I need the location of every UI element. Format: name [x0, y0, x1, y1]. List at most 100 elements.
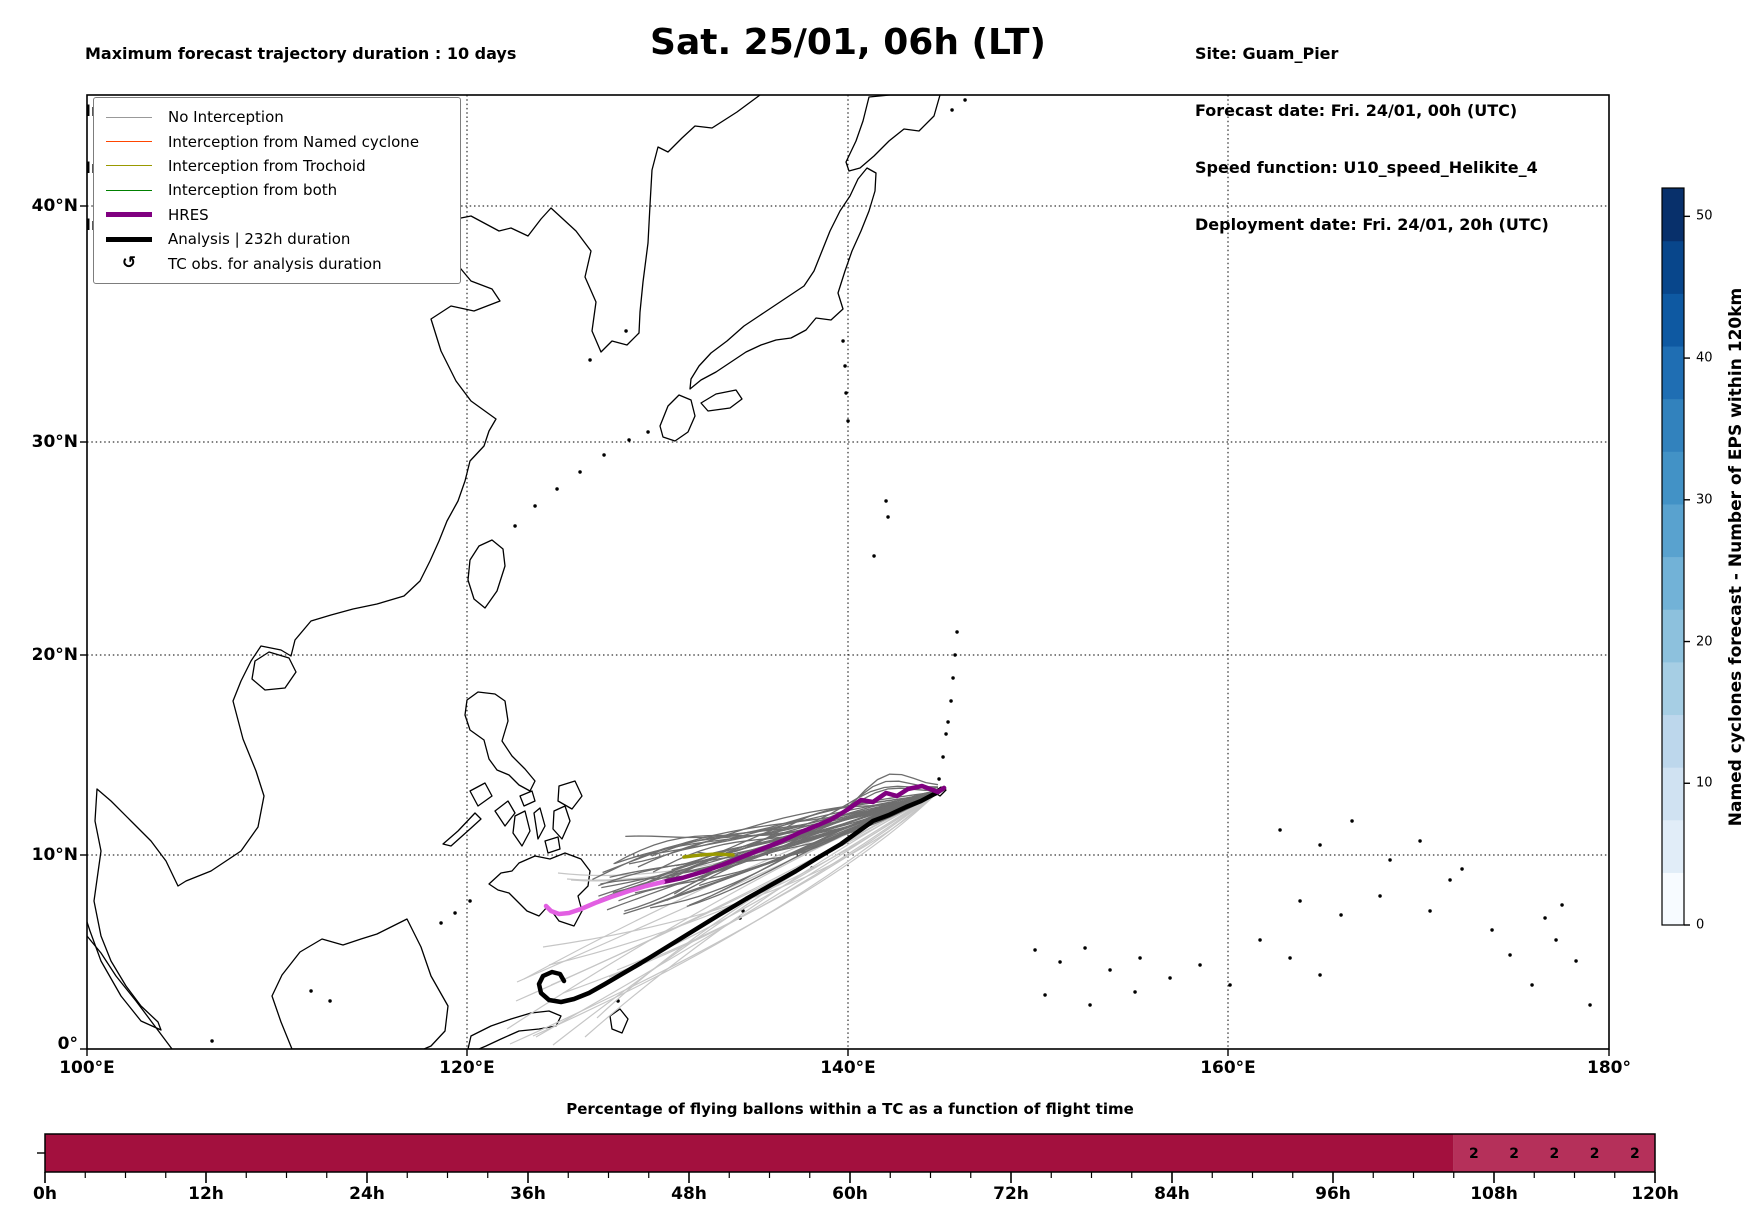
coastline-mindoro: [469, 782, 493, 807]
colorbar-step: [1662, 345, 1684, 400]
legend-item-hres: HRES: [106, 203, 450, 227]
colorbar-step: [1662, 661, 1684, 716]
x-tick-160e: 160°E: [1200, 1058, 1256, 1078]
coastline-hainan: [251, 651, 297, 691]
coastline-hokkaido: [845, 95, 941, 172]
bar-tick-36h: 36h: [510, 1184, 546, 1204]
colorbar-step: [1662, 503, 1684, 558]
bar-bin-value-label: 2: [1550, 1146, 1560, 1162]
x-tick-180: 180°: [1587, 1058, 1631, 1078]
bar-tick-24h: 24h: [349, 1184, 385, 1204]
purple-line-swatch: [106, 212, 152, 218]
cb-tick-40: 40: [1696, 350, 1713, 366]
y-tick-0: 0°: [57, 1034, 78, 1054]
bar-tick-120h: 120h: [1631, 1184, 1679, 1204]
y-tick-30n: 30°N: [31, 432, 78, 452]
colorbar-step: [1662, 609, 1684, 663]
coastline-negros: [512, 810, 531, 847]
map-axis-ticks: [80, 205, 1610, 1056]
bar-bin-value-label: 2: [1590, 1146, 1600, 1162]
colorbar-step: [1662, 872, 1684, 926]
trajectory-analysis: [536, 785, 947, 1005]
cb-tick-10: 10: [1696, 775, 1713, 791]
black-line-swatch: [106, 236, 152, 242]
colorbar-step: [1662, 240, 1684, 294]
bar-tick-48h: 48h: [671, 1184, 707, 1204]
cb-tick-50: 50: [1696, 208, 1713, 224]
trajectory-hres-intercept: [543, 879, 666, 917]
trajectory-trochoid-intercept: [682, 852, 735, 859]
coastline-bohol: [544, 836, 561, 854]
colorbar-frame: [1661, 187, 1685, 926]
bar-bin-value-label: 2: [1469, 1146, 1479, 1162]
colorbar: [1661, 187, 1690, 926]
coastline-palawan: [442, 812, 482, 847]
eps-ensemble-trajectories: [592, 773, 939, 915]
eps-ensemble-no-interception: [506, 791, 939, 1046]
bar-segment-main: [45, 1134, 1454, 1172]
colorbar-step: [1662, 767, 1684, 821]
coastline-shikoku: [700, 389, 743, 412]
legend-label: Interception from Named cyclone: [168, 132, 420, 151]
bar-tick-72h: 72h: [993, 1184, 1029, 1204]
flight-time-bar: 2 2 2 2 2: [37, 1133, 1656, 1183]
colorbar-step: [1662, 714, 1684, 768]
eps-member-no-interception: [584, 791, 939, 1038]
info-speed-function: Speed function: U10_speed_Helikite_4: [1195, 158, 1538, 177]
eps-member-no-interception: [596, 791, 939, 1019]
gray-line-swatch: [106, 116, 152, 118]
bar-title: Percentage of flying ballons within a TC…: [566, 1100, 1134, 1118]
coastline-samar: [557, 780, 583, 810]
coastline-borneo: [271, 918, 449, 1049]
eps-member-no-interception: [535, 791, 939, 1038]
island-dots: [210, 98, 1592, 1043]
coastline-cebu: [533, 807, 546, 840]
bar-tick-96h: 96h: [1315, 1184, 1351, 1204]
bar-segment-highlight: [1453, 1134, 1655, 1172]
bar-tick-0h: 0h: [33, 1184, 57, 1204]
legend-label: Interception from Trochoid: [168, 156, 366, 175]
colorbar-label: Named cyclones forecast - Number of EPS …: [1726, 287, 1746, 827]
legend-item-analysis: Analysis | 232h duration: [106, 227, 450, 251]
x-tick-120e: 120°E: [439, 1058, 495, 1078]
coastline-halmahera: [609, 1008, 629, 1034]
bar-tick-12h: 12h: [188, 1184, 224, 1204]
trajectory-hres: [660, 783, 947, 885]
x-tick-140e: 140°E: [820, 1058, 876, 1078]
legend-item-trochoid: Interception from Trochoid: [106, 154, 450, 178]
cb-tick-20: 20: [1696, 634, 1713, 650]
eps-member-no-interception: [532, 791, 939, 1037]
coastline-mindanao: [488, 852, 591, 927]
eps-member-trajectory: [671, 790, 939, 871]
cb-tick-0: 0: [1696, 917, 1705, 933]
olive-line-swatch: [106, 165, 152, 167]
bar-tick-60h: 60h: [832, 1184, 868, 1204]
colorbar-step: [1662, 293, 1684, 347]
eps-member-trajectory: [602, 793, 939, 874]
bar-tick-108h: 108h: [1470, 1184, 1518, 1204]
info-deployment-date: Deployment date: Fri. 24/01, 20h (UTC): [1195, 215, 1549, 234]
legend-item-both: Interception from both: [106, 178, 450, 202]
legend-label: No Interception: [168, 108, 284, 127]
coastline-panay: [494, 800, 516, 827]
eps-member-no-interception: [608, 791, 939, 978]
info-forecast-date: Forecast date: Fri. 24/01, 00h (UTC): [1195, 101, 1518, 120]
info-site: Site: Guam_Pier: [1195, 44, 1339, 63]
legend-label: Interception from both: [168, 181, 338, 200]
coastline-taiwan: [467, 539, 506, 609]
info-max-duration: Maximum forecast trajectory duration : 1…: [85, 44, 517, 63]
coastline-kyushu: [659, 394, 696, 442]
legend-item-no-interception: No Interception: [106, 105, 450, 129]
coastline-luzon: [464, 691, 536, 792]
colorbar-step: [1662, 556, 1684, 610]
colorbar-step: [1662, 451, 1684, 505]
legend-item-named-cyclone: Interception from Named cyclone: [106, 129, 450, 153]
coastline-masbate: [519, 790, 536, 807]
y-tick-10n: 10°N: [31, 845, 78, 865]
coastline-honshu: [689, 167, 877, 390]
legend-item-tc-obs: ↺ TC obs. for analysis duration: [106, 251, 450, 275]
bar-bin-value-label: 2: [1509, 1146, 1519, 1162]
y-tick-20n: 20°N: [31, 645, 78, 665]
